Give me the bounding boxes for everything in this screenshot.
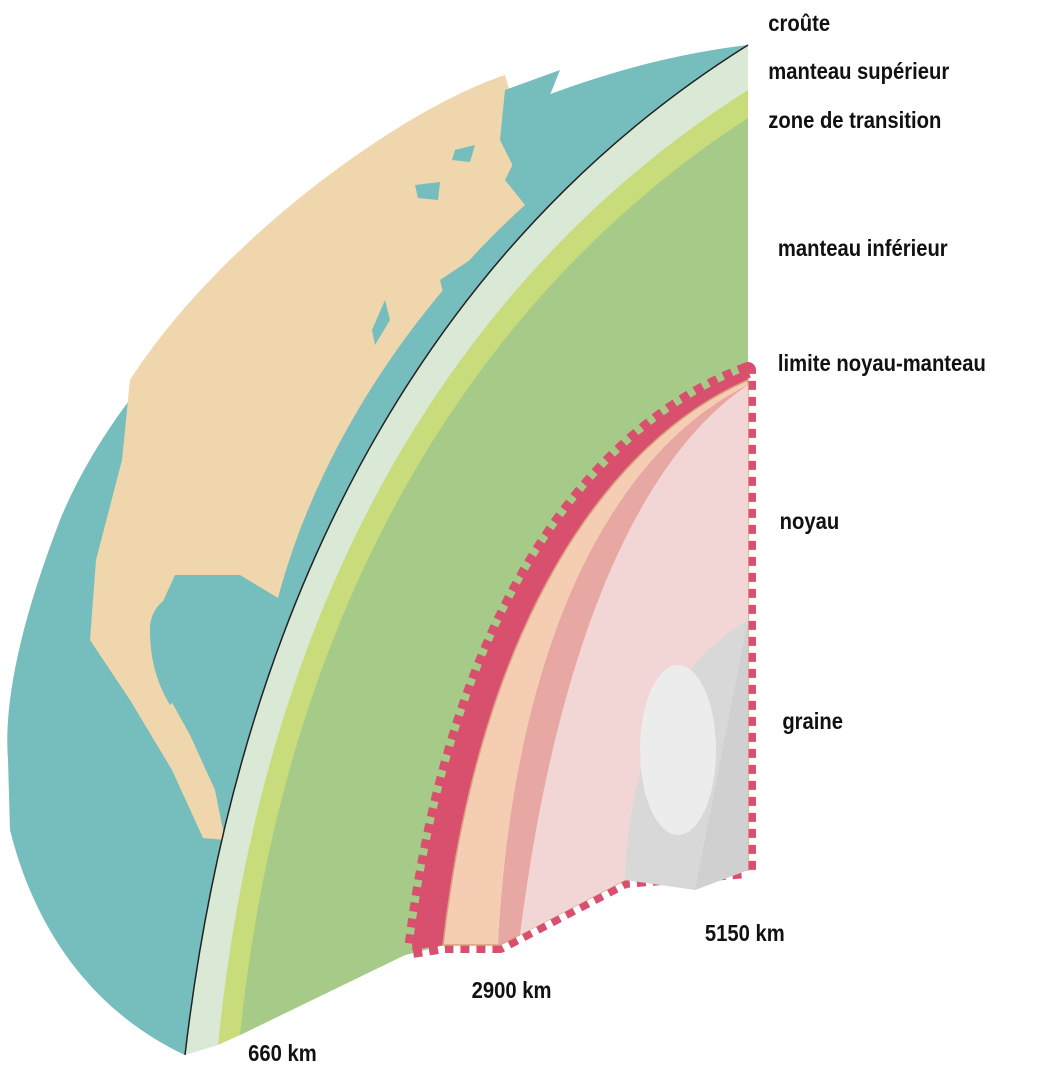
island (440, 260, 478, 300)
inner-core-highlight (640, 665, 716, 835)
depth-label: 5150 km (705, 920, 785, 947)
depth-label: 660 km (248, 1040, 317, 1067)
labels: croûte manteau supérieur zone de transit… (248, 10, 986, 1067)
layer-label: manteau supérieur (768, 58, 950, 85)
depth-label: 2900 km (472, 977, 552, 1004)
continent (90, 75, 525, 840)
gulf (150, 588, 270, 790)
island (415, 182, 440, 200)
layer-label: graine (782, 708, 843, 735)
layer-label: noyau (780, 508, 840, 535)
layer-label: manteau inférieur (778, 235, 948, 262)
crust (184, 44, 749, 1056)
island (372, 300, 390, 345)
inner-core-cut (695, 620, 748, 890)
layer-label: croûte (768, 10, 830, 37)
island (452, 145, 475, 162)
layer-label: zone de transition (768, 107, 941, 134)
island (500, 70, 580, 180)
layer-label: limite noyau-manteau (778, 350, 986, 377)
